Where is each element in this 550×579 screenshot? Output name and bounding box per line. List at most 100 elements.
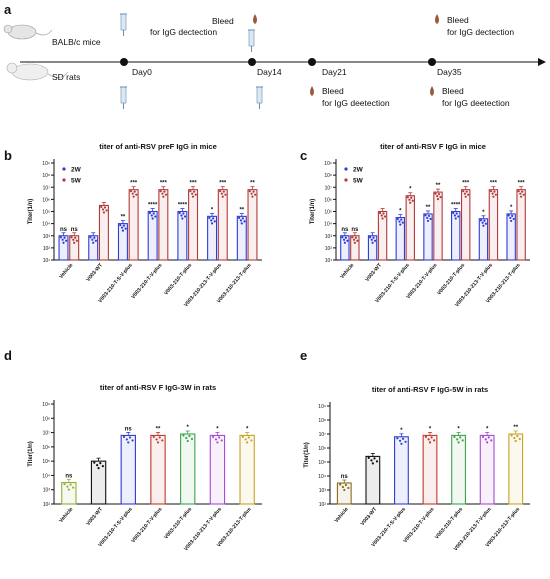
- data-point: [375, 460, 379, 463]
- bleed-label: Bleed: [447, 15, 469, 25]
- data-point: [452, 211, 455, 215]
- significance-label: **: [426, 205, 431, 211]
- data-point: [482, 224, 485, 227]
- bleed-detail: for IgG deetection: [442, 98, 510, 108]
- data-point: [484, 222, 488, 225]
- data-point: [514, 439, 517, 443]
- bar-group-4: [451, 434, 466, 505]
- y-tick-label: 10⁸: [318, 418, 326, 424]
- bleed-label: Bleed: [322, 86, 344, 96]
- x-tick-label: V003-210-T-plus: [436, 262, 466, 296]
- data-point: [455, 212, 458, 215]
- data-point: [155, 438, 158, 441]
- data-point: [370, 459, 373, 462]
- data-point: [513, 436, 516, 440]
- data-point: [239, 219, 243, 222]
- legend-label: 2W: [71, 166, 82, 173]
- data-point: [398, 220, 401, 223]
- data-point: [119, 224, 122, 227]
- data-point: [410, 196, 413, 199]
- data-point: [510, 434, 513, 437]
- x-tick-label: V003-210-T-S-V-plus: [97, 506, 134, 548]
- bleed-detail: for IgG dectection: [447, 27, 514, 37]
- data-point: [151, 217, 154, 220]
- data-point: [371, 241, 374, 244]
- y-tick-label: 10⁸: [324, 173, 332, 179]
- data-point: [344, 236, 347, 239]
- x-tick-label: Vehicle: [58, 506, 74, 524]
- data-point: [246, 441, 249, 444]
- data-point: [218, 436, 221, 439]
- data-point: [163, 190, 166, 193]
- x-tick-label: Vehicle: [58, 262, 74, 280]
- data-point: [66, 485, 69, 488]
- significance-label: ns: [341, 227, 349, 233]
- y-tick-label: 10³: [319, 488, 327, 494]
- x-tick-label: V003-210-T-plus: [163, 506, 193, 540]
- data-point: [341, 236, 344, 239]
- y-tick-label: 10⁶: [42, 445, 50, 451]
- data-point: [152, 435, 155, 439]
- significance-label: **: [513, 425, 518, 431]
- data-point: [162, 195, 165, 198]
- x-tick-label: V003-210-T-V-plus: [130, 262, 163, 300]
- y-tick-label: 10⁵: [324, 210, 332, 216]
- day-label-14: Day14: [257, 67, 282, 77]
- data-point: [372, 236, 375, 239]
- y-tick-label: 10⁵: [42, 210, 50, 216]
- data-point: [180, 214, 183, 217]
- significance-label: ***: [518, 181, 526, 187]
- data-point: [457, 441, 460, 444]
- data-point: [484, 438, 487, 441]
- bar-group-6: [508, 433, 524, 505]
- y-tick-label: 10⁴: [42, 473, 50, 479]
- bar-group-0: [61, 482, 77, 505]
- bar-group-4: [180, 433, 196, 505]
- significance-label: ns: [60, 227, 68, 233]
- y-tick-label: 10⁹: [318, 404, 326, 410]
- data-point: [518, 437, 521, 441]
- data-point: [456, 438, 459, 441]
- data-point: [486, 441, 489, 444]
- y-tick-label: 10⁷: [325, 185, 333, 191]
- data-point: [241, 217, 244, 220]
- y-tick-label: 10⁶: [318, 446, 326, 452]
- data-point: [436, 198, 440, 201]
- data-point: [158, 436, 161, 439]
- panel-label-a: a: [4, 2, 12, 17]
- significance-label: **: [239, 207, 244, 213]
- charts-area: b titer of anti-RSV preF IgG in mice Titer…: [4, 142, 530, 552]
- data-point: [67, 488, 70, 491]
- data-point: [59, 236, 62, 239]
- bar-group-3: [422, 434, 438, 505]
- data-point: [347, 486, 350, 490]
- blood-drop-icon: [310, 86, 314, 96]
- x-tick-label: V003-210-T-V-plus: [402, 506, 435, 544]
- y-tick-label: 10⁵: [318, 460, 326, 466]
- y-tick-label: 10²: [319, 502, 327, 508]
- legend-marker: [62, 167, 66, 171]
- data-point: [457, 215, 460, 218]
- significance-label: *: [399, 209, 402, 215]
- data-point: [105, 209, 108, 212]
- y-tick-label: 10⁹: [42, 402, 50, 408]
- data-point: [208, 216, 211, 219]
- y-axis-label: Titer(1/n): [28, 441, 34, 467]
- data-point: [127, 441, 130, 444]
- significance-label: ***: [190, 181, 198, 187]
- timepoint-day21: [308, 58, 316, 66]
- data-point: [453, 435, 456, 438]
- data-point: [92, 241, 95, 244]
- data-point: [120, 226, 124, 229]
- timeline-arrow-icon: [538, 58, 546, 66]
- data-point: [424, 214, 427, 217]
- y-tick-label: 10²: [43, 502, 51, 508]
- x-tick-label: V003-210-T-V-plus: [405, 262, 438, 300]
- data-point: [93, 236, 96, 239]
- y-tick-label: 10³: [43, 234, 51, 240]
- data-point: [238, 216, 241, 219]
- bar-group-5: [479, 434, 495, 505]
- data-point: [248, 190, 251, 193]
- data-point: [63, 236, 66, 239]
- data-point: [461, 439, 464, 442]
